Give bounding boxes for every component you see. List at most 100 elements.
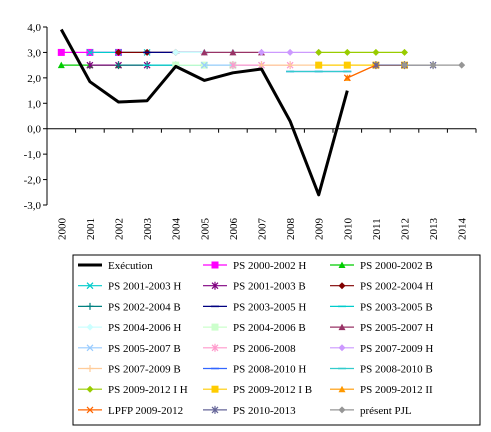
data-point-marker <box>229 48 237 56</box>
data-point-marker <box>401 61 408 69</box>
chart-axes: 4,0 3,0 2,0 1,0 0,0 -1,0 -2,0 -3,0 2000 2001 2002 2… <box>24 22 477 241</box>
legend-item: PS 2009-2012 I H <box>78 384 188 396</box>
legend-swatch-marker <box>211 343 219 352</box>
y-tick-label: -2,0 <box>24 175 42 187</box>
series-group <box>200 48 265 56</box>
legend-swatch-marker <box>86 406 94 414</box>
legend-swatch-marker <box>86 323 94 331</box>
data-point-marker <box>115 48 122 56</box>
data-point-marker <box>372 48 380 56</box>
legend-item: Exécution <box>78 260 153 272</box>
x-tick-label: 2014 <box>457 218 469 241</box>
y-tick-label: -3,0 <box>24 200 42 212</box>
legend-label: PS 2001-2003 H <box>108 281 181 293</box>
legend-frame <box>72 254 481 426</box>
series-group <box>315 48 408 56</box>
data-point-marker <box>372 61 380 70</box>
legend-label: PS 2005-2007 B <box>108 343 181 355</box>
legend-item: LPFP 2009-2012 <box>78 405 183 417</box>
legend-item: PS 2002-2004 H <box>330 281 433 293</box>
data-point-marker <box>343 61 351 69</box>
legend-label: Exécution <box>108 260 153 272</box>
legend-label: PS 2009-2012 I B <box>233 384 312 396</box>
x-tick-label: 2002 <box>114 218 126 240</box>
legend-item: PS 2000-2002 B <box>330 260 433 272</box>
data-point-marker <box>115 61 122 69</box>
chart-legend: Exécution PS 2000-2002 H PS 2000-2002 B PS … <box>72 254 481 426</box>
data-point-marker <box>86 61 94 70</box>
data-point-marker <box>258 48 265 56</box>
legend-label: présent PJL <box>360 405 412 417</box>
series-group <box>401 61 466 69</box>
x-tick-label: 2009 <box>314 218 326 241</box>
legend-label: PS 2006-2008 <box>233 343 296 355</box>
y-tick-label: 4,0 <box>27 22 41 34</box>
series-group <box>258 48 323 56</box>
legend-swatch-marker <box>338 323 346 331</box>
legend-item: PS 2001-2003 B <box>203 281 306 293</box>
legend-swatch-marker <box>211 323 219 331</box>
legend-label: LPFP 2009-2012 <box>108 405 183 417</box>
legend-swatch-marker <box>86 282 94 290</box>
data-point-marker <box>286 61 294 69</box>
legend-swatch-marker <box>211 281 219 290</box>
legend-label: PS 2008-2010 B <box>360 364 433 376</box>
legend-swatch-marker <box>338 282 346 290</box>
data-point-marker <box>315 48 323 56</box>
legend-item: PS 2002-2004 B <box>78 301 181 313</box>
legend-label: PS 2004-2006 B <box>233 322 306 334</box>
data-point-marker <box>343 74 351 82</box>
legend-item: PS 2005-2007 B <box>78 343 181 355</box>
legend-swatch-marker <box>211 385 219 393</box>
legend-item: PS 2003-2005 H <box>203 301 306 313</box>
legend-label: PS 2004-2006 H <box>108 322 181 334</box>
y-tick-label: 2,0 <box>27 73 41 85</box>
data-point-marker <box>57 61 65 69</box>
data-point-marker <box>57 48 65 56</box>
legend-item: PS 2008-2010 B <box>330 364 433 376</box>
legend-item: PS 2006-2008 <box>203 343 296 355</box>
legend-swatch-marker <box>338 261 346 268</box>
data-point-marker <box>315 61 323 69</box>
legend-item: présent PJL <box>330 405 412 417</box>
series-group <box>258 61 323 69</box>
data-point-marker <box>229 61 237 70</box>
data-point-marker <box>200 61 208 69</box>
legend-label: PS 2002-2004 H <box>360 281 433 293</box>
data-point-marker <box>401 48 408 56</box>
legend-item: PS 2007-2009 B <box>78 364 181 376</box>
legend-item: PS 2000-2002 H <box>203 260 306 272</box>
legend-label: PS 2005-2007 H <box>360 322 433 334</box>
data-point-marker <box>458 61 466 69</box>
legend-label: PS 2000-2002 B <box>360 260 433 272</box>
legend-swatch-marker <box>338 406 346 414</box>
legend-label: PS 2007-2009 H <box>360 343 433 355</box>
legend-label: PS 2009-2012 I H <box>108 384 188 396</box>
legend-swatch-marker <box>338 344 346 352</box>
data-point-marker <box>286 48 294 56</box>
legend-item: PS 2009-2012 I B <box>203 384 312 396</box>
x-tick-label: 2011 <box>371 218 383 240</box>
data-point-marker <box>172 48 180 56</box>
legend-item: PS 2003-2005 B <box>330 301 433 313</box>
x-tick-label: 2005 <box>199 218 211 241</box>
y-tick-label: 3,0 <box>27 47 41 59</box>
legend-swatch-marker <box>211 261 219 269</box>
legend-item: PS 2001-2003 H <box>78 281 181 293</box>
legend-item: PS 2004-2006 H <box>78 322 181 334</box>
legend-label: PS 2007-2009 B <box>108 364 181 376</box>
data-point-marker <box>200 48 208 56</box>
legend-item: PS 2005-2007 H <box>330 322 433 334</box>
x-tick-label: 2003 <box>142 218 154 241</box>
x-tick-label: 2006 <box>228 218 240 241</box>
legend-swatch-marker <box>86 385 94 393</box>
x-tick-label: 2004 <box>171 218 183 241</box>
legend-item: PS 2009-2012 II <box>330 384 433 396</box>
y-tick-label: 0,0 <box>27 124 41 136</box>
legend-label: PS 2001-2003 B <box>233 281 306 293</box>
legend-swatch-marker <box>86 302 94 310</box>
data-point-marker <box>343 48 351 56</box>
data-point-marker <box>86 49 94 56</box>
x-tick-label: 2000 <box>56 218 68 241</box>
y-tick-label: -1,0 <box>24 149 42 161</box>
